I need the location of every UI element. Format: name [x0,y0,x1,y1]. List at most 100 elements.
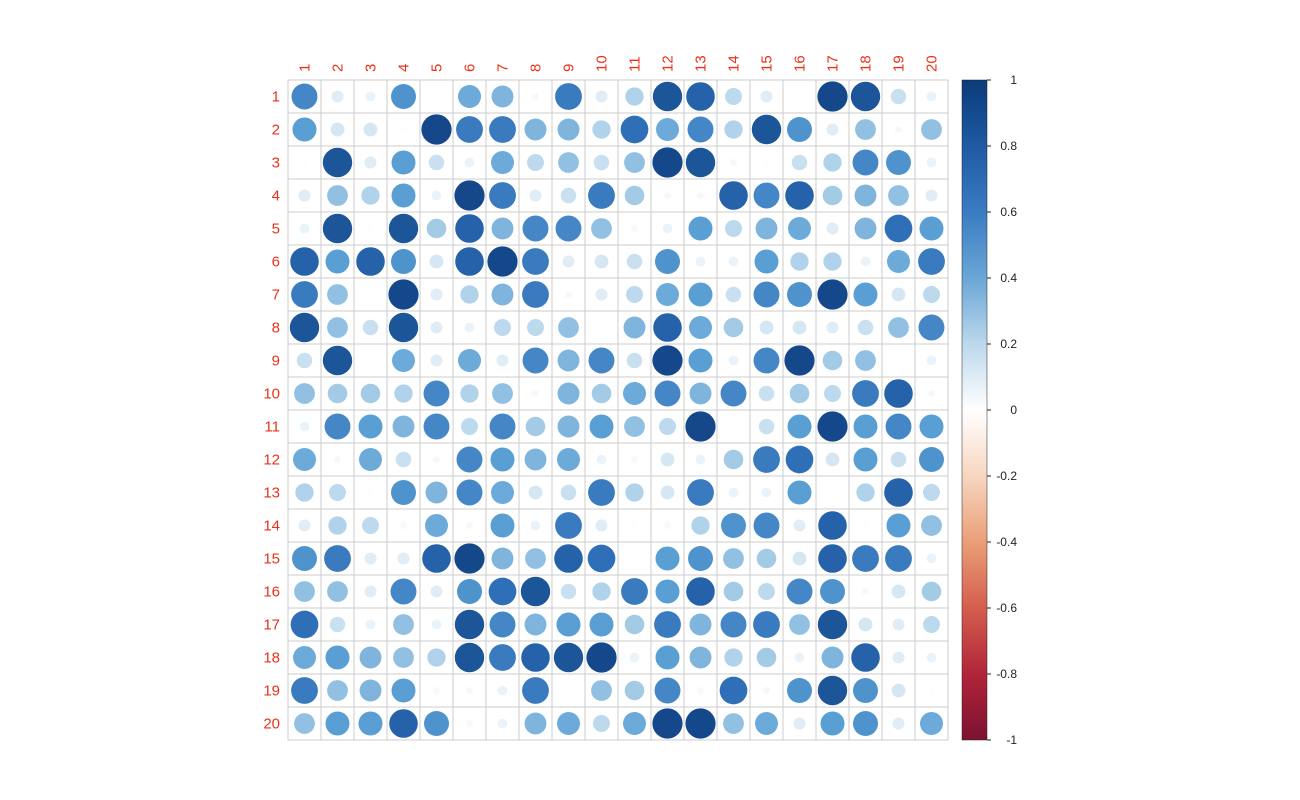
correlation-circle [527,319,544,336]
correlation-circle [655,249,680,274]
correlation-circle [491,217,514,240]
correlation-circle [466,687,473,694]
correlation-circles [289,81,945,739]
row-label: 15 [263,551,280,568]
column-label: 9 [561,64,578,72]
correlation-circle [334,456,341,463]
correlation-circle [926,157,937,168]
correlation-circle [299,223,310,234]
correlation-circle [594,254,609,269]
correlation-circle [923,616,940,633]
correlation-circle [454,642,485,673]
correlation-circle [522,281,549,308]
correlation-circle [763,687,770,694]
colorbar-tick-label: -0.8 [996,667,1017,681]
row-label: 12 [263,452,280,469]
correlation-circle [596,454,607,465]
correlation-circle [427,648,446,667]
correlation-circle [921,515,942,536]
correlation-circle [556,612,581,637]
row-label: 9 [272,353,280,370]
correlation-circle [787,480,812,505]
correlation-circle [522,248,549,275]
column-label: 7 [495,64,512,72]
column-label: 14 [726,55,743,72]
correlation-circle [624,614,645,635]
colorbar-tick-label: 1 [1010,73,1017,87]
correlation-circle [423,380,450,407]
correlation-circle [589,612,614,637]
correlation-circle [929,688,934,693]
correlation-circle [363,122,378,137]
correlation-circle [289,312,320,343]
grid-cell [551,673,586,708]
correlation-circle [401,127,406,132]
correlation-circle [466,522,473,529]
correlation-circle [430,321,443,334]
correlation-circle [529,189,542,202]
correlation-circle [557,712,580,735]
column-label: 2 [330,64,347,72]
correlation-circle [587,544,616,573]
correlation-circle [862,588,869,595]
correlation-circle [327,581,348,602]
correlation-circle [891,584,906,599]
correlation-circle [488,577,517,606]
correlation-circle [886,513,911,538]
correlation-circle [423,413,450,440]
correlation-circle [723,317,744,338]
correlation-circle [527,154,544,171]
column-label: 1 [297,64,314,72]
correlation-circle [391,183,416,208]
correlation-circle [496,354,509,367]
correlation-circle [562,255,575,268]
correlation-circle [391,84,416,109]
correlation-circle [685,147,716,178]
correlation-circle [322,345,353,376]
correlation-circle [728,355,739,366]
column-label: 5 [429,64,446,72]
correlation-circle [589,414,614,439]
correlation-circle [490,513,515,538]
correlation-circle [725,286,742,303]
correlation-circle [758,583,775,600]
column-label: 18 [858,55,875,72]
correlation-circle [921,119,942,140]
correlation-circle [454,543,485,574]
correlation-circle [588,182,615,209]
correlation-circle [389,709,418,738]
correlation-circle [688,282,713,307]
row-label: 8 [272,320,280,337]
correlation-circle [458,85,481,108]
correlation-circle [329,616,346,633]
correlation-circle [591,218,612,239]
correlation-circle [362,517,379,534]
correlation-circle [522,347,549,374]
correlation-circle [491,283,514,306]
correlation-circle [290,610,319,639]
correlation-circle [891,287,906,302]
correlation-circle [787,414,812,439]
grid-cell [617,541,652,576]
correlation-circle [820,579,845,604]
correlation-circle [292,117,317,142]
correlation-circle [491,151,514,174]
column-label: 8 [528,64,545,72]
correlation-circle [292,546,317,571]
correlation-circle [919,414,944,439]
correlation-circle [789,614,810,635]
correlation-circle [364,552,377,565]
correlation-circle [626,253,643,270]
correlation-circle [391,150,416,175]
correlation-circle [754,249,779,274]
row-label: 6 [272,254,280,271]
correlation-circle [926,553,937,564]
correlation-circle [621,578,648,605]
correlation-circle [591,680,612,701]
correlation-circle [532,93,539,100]
correlation-circle [560,583,577,600]
correlation-circle [290,247,319,276]
correlation-circle [888,185,909,206]
correlation-circle [293,448,316,471]
correlation-circle [656,118,679,141]
